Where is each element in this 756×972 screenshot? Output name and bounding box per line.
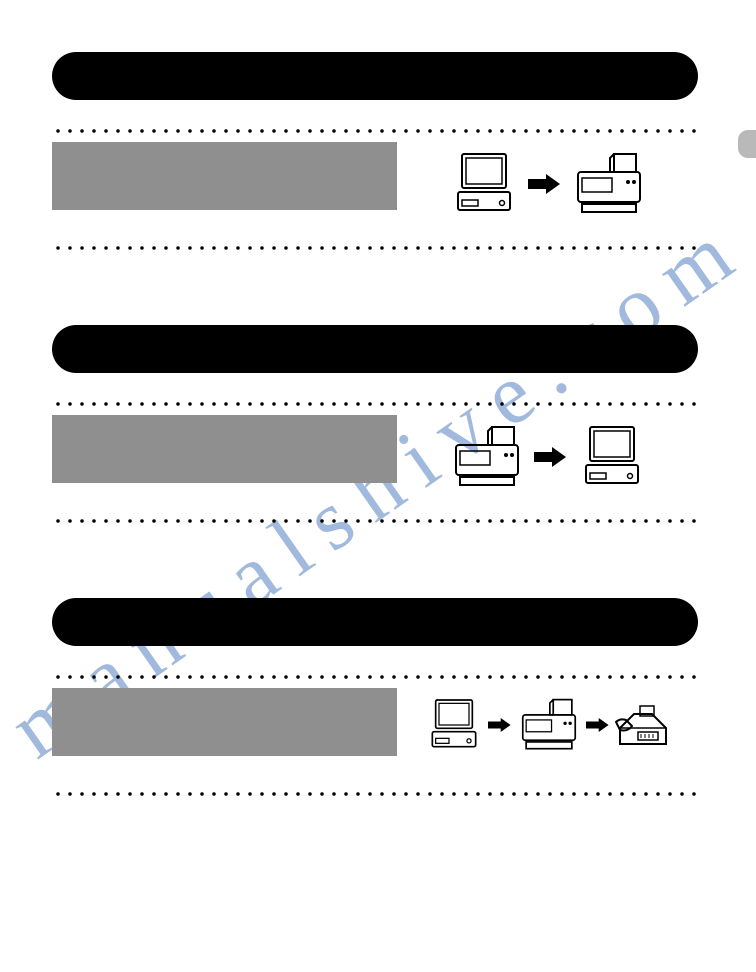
arrow-icon <box>534 445 568 474</box>
side-tab <box>738 130 756 158</box>
content-area <box>52 52 698 827</box>
section-scan <box>52 325 698 524</box>
arrow-icon <box>528 172 562 201</box>
divider-dots <box>52 401 698 407</box>
printer-icon <box>516 694 582 761</box>
flow-diagram <box>397 142 698 225</box>
section-body <box>52 142 698 237</box>
section-print <box>52 52 698 251</box>
arrow-icon <box>586 716 610 739</box>
computer-icon <box>424 694 484 761</box>
divider-dots <box>52 674 698 680</box>
section-heading-bar <box>52 598 698 646</box>
divider-dots <box>52 791 698 797</box>
computer-icon <box>576 421 648 498</box>
fax-icon <box>614 698 672 757</box>
divider-dots <box>52 128 698 134</box>
divider-dots <box>52 518 698 524</box>
section-body <box>52 688 698 783</box>
subheading-block <box>52 142 397 210</box>
section-pcfax <box>52 598 698 797</box>
computer-icon <box>448 148 520 225</box>
printer-icon <box>448 421 526 498</box>
subheading-block <box>52 415 397 483</box>
divider-dots <box>52 245 698 251</box>
subheading-block <box>52 688 397 756</box>
printer-icon <box>570 148 648 225</box>
arrow-icon <box>488 716 512 739</box>
section-heading-bar <box>52 325 698 373</box>
section-body <box>52 415 698 510</box>
section-heading-bar <box>52 52 698 100</box>
flow-diagram <box>397 688 698 761</box>
flow-diagram <box>397 415 698 498</box>
page: manualshive.com <box>0 0 756 972</box>
